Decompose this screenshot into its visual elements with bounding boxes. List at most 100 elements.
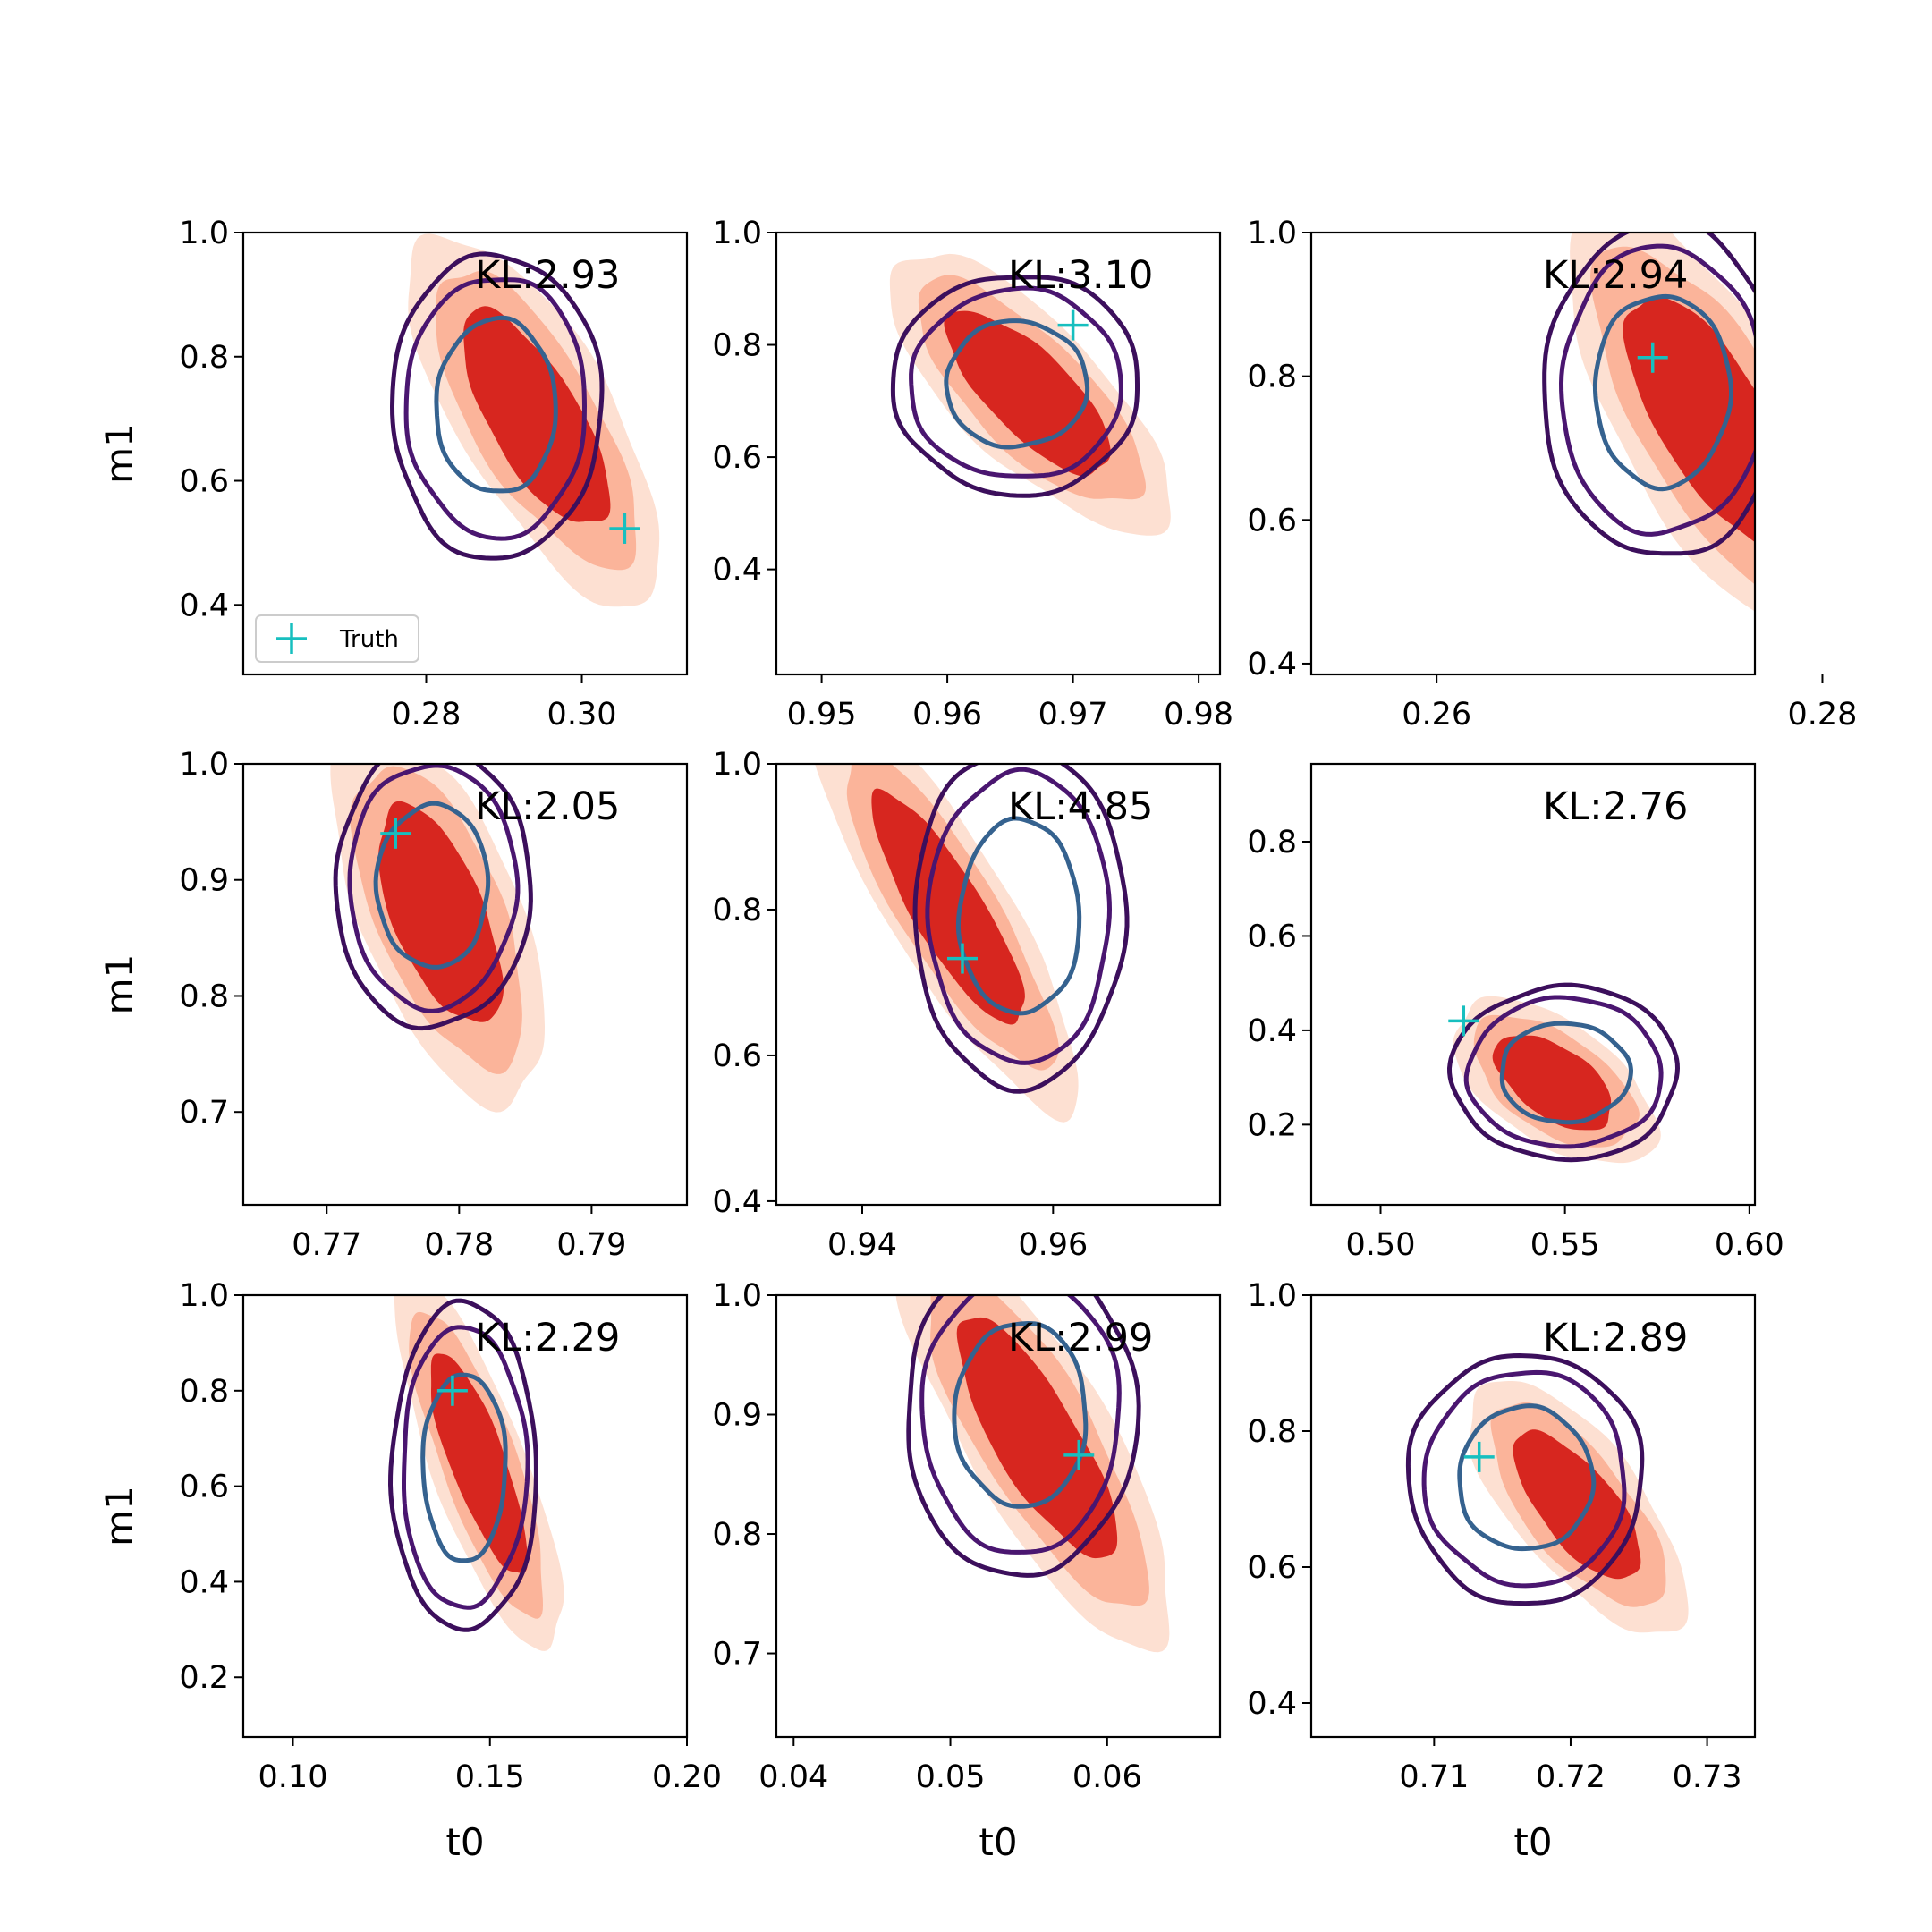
y-tick-label: 1.0 <box>1247 1278 1297 1314</box>
x-tick-label: 0.96 <box>912 697 982 733</box>
legend-label: Truth <box>339 626 399 653</box>
plot-area <box>1446 982 1681 1164</box>
x-tick-label: 0.30 <box>547 697 617 733</box>
reference-contour-inner <box>952 1320 1089 1509</box>
x-tick-label: 0.71 <box>1399 1759 1469 1795</box>
posterior-fill-inner <box>378 801 504 1022</box>
y-tick-label: 0.8 <box>1247 825 1297 860</box>
x-tick-label: 0.10 <box>258 1759 328 1795</box>
x-tick-label: 0.78 <box>424 1227 494 1263</box>
kl-divergence-label: KL:2.05 <box>475 784 620 829</box>
x-tick-label: 0.79 <box>556 1227 626 1263</box>
reference-contour-mid <box>1558 243 1755 537</box>
x-axis-title: t0 <box>445 1820 484 1864</box>
kl-divergence-label: KL:2.29 <box>475 1316 620 1360</box>
reference-contour-outer <box>1542 233 1755 556</box>
truth-marker <box>1637 342 1668 373</box>
legend: Truth <box>255 614 419 663</box>
x-axis-title: t0 <box>979 1820 1017 1864</box>
truth-marker <box>947 943 978 974</box>
y-tick-label: 1.0 <box>712 747 762 783</box>
kl-divergence-label: KL:3.10 <box>1008 253 1153 298</box>
y-tick-label: 0.4 <box>179 1564 229 1600</box>
y-tick-label: 0.9 <box>712 1398 762 1434</box>
x-tick-label: 0.73 <box>1673 1759 1742 1795</box>
kl-divergence-label: KL:2.93 <box>475 253 620 298</box>
plot-area <box>387 1295 564 1651</box>
subplot-row1-col3: 0.26 0.28 0.4 0.6 0.8 1.0 KL:2.94 <box>1247 216 1857 733</box>
truth-marker <box>1463 1441 1495 1472</box>
x-tick-label: 0.72 <box>1536 1759 1606 1795</box>
x-tick-label: 0.05 <box>916 1759 986 1795</box>
x-tick-label: 0.60 <box>1715 1227 1784 1263</box>
truth-marker <box>609 513 640 544</box>
kl-divergence-label: KL:2.94 <box>1543 253 1688 298</box>
reference-contour-mid <box>919 1295 1122 1555</box>
reference-contour-inner <box>1457 1403 1597 1552</box>
kl-divergence-label: KL:2.99 <box>1008 1316 1153 1360</box>
subplot-row2-col2: 0.94 0.96 0.4 0.6 0.8 1.0 KL:4.85 <box>712 747 1222 1263</box>
y-axis-title: m1 <box>97 423 141 484</box>
x-tick-label: 0.95 <box>787 697 857 733</box>
y-tick-label: 1.0 <box>712 216 762 251</box>
y-tick-label: 0.8 <box>179 979 229 1014</box>
axes-frame <box>1309 231 1757 676</box>
subplot-row3-col3: 0.71 0.72 0.73 0.4 0.6 0.8 1.0 KL:2.89 t0 <box>1247 1278 1757 1864</box>
x-tick-label: 0.55 <box>1530 1227 1600 1263</box>
axes-frame <box>775 1293 1222 1739</box>
y-tick-label: 0.8 <box>712 1517 762 1553</box>
reference-contour-inner <box>944 318 1090 450</box>
y-tick-label: 0.7 <box>712 1637 762 1673</box>
subplot-row1-col1: 0.28 0.30 0.4 0.6 0.8 1.0 KL:2.93 m1 Truth <box>97 216 689 733</box>
x-axis-title: t0 <box>1513 1820 1552 1864</box>
reference-contour-outer <box>906 1295 1141 1578</box>
axes-frame <box>1309 1293 1757 1739</box>
truth-marker <box>1057 309 1089 341</box>
reference-contour-mid <box>1463 995 1664 1149</box>
axes-frame <box>775 231 1222 676</box>
reference-contour-inner <box>1592 293 1733 492</box>
kl-divergence-label: KL:2.89 <box>1543 1316 1688 1360</box>
truth-marker <box>1063 1439 1095 1470</box>
x-tick-label: 0.96 <box>1018 1227 1088 1263</box>
plot-area <box>895 1295 1170 1653</box>
plot-area <box>1405 1352 1689 1633</box>
axes-frame <box>1309 762 1757 1207</box>
y-tick-label: 0.6 <box>712 1038 762 1074</box>
reference-contour-outer <box>1405 1352 1645 1606</box>
reference-contour-mid <box>925 767 1113 1065</box>
x-tick-label: 0.26 <box>1402 697 1471 733</box>
y-tick-label: 0.4 <box>179 588 229 623</box>
x-tick-label: 0.97 <box>1038 697 1108 733</box>
x-tick-label: 0.94 <box>827 1227 897 1263</box>
x-tick-label: 0.50 <box>1346 1227 1416 1263</box>
y-tick-label: 0.8 <box>712 893 762 928</box>
y-tick-label: 0.2 <box>179 1660 229 1696</box>
reference-contour-inner <box>1499 1021 1634 1125</box>
y-tick-label: 0.6 <box>1247 503 1297 538</box>
axes-frame <box>242 1293 689 1739</box>
reference-contour-outer <box>912 764 1130 1094</box>
reference-contour-inner <box>434 315 558 494</box>
x-tick-label: 0.98 <box>1164 697 1233 733</box>
y-tick-label: 1.0 <box>712 1278 762 1314</box>
reference-contour-outer <box>389 251 605 561</box>
reference-contour-mid <box>1421 1369 1627 1589</box>
y-tick-label: 1.0 <box>179 1278 229 1314</box>
axes-frame <box>242 231 689 676</box>
y-tick-label: 0.6 <box>1247 1550 1297 1586</box>
kl-divergence-label: KL:4.85 <box>1008 784 1153 829</box>
x-tick-label: 0.20 <box>652 1759 722 1795</box>
x-tick-label: 0.77 <box>292 1227 361 1263</box>
truth-marker <box>436 1375 468 1406</box>
y-tick-label: 0.6 <box>179 464 229 500</box>
posterior-fill-inner <box>1492 1035 1612 1131</box>
y-tick-label: 0.6 <box>1247 919 1297 954</box>
y-tick-label: 0.4 <box>1247 1013 1297 1049</box>
y-tick-label: 0.4 <box>1247 1686 1297 1722</box>
axes-frame <box>242 762 689 1207</box>
plot-area <box>330 764 545 1113</box>
y-tick-label: 0.4 <box>712 553 762 589</box>
truth-marker <box>1448 1005 1479 1037</box>
posterior-fill-inner <box>430 1353 528 1573</box>
